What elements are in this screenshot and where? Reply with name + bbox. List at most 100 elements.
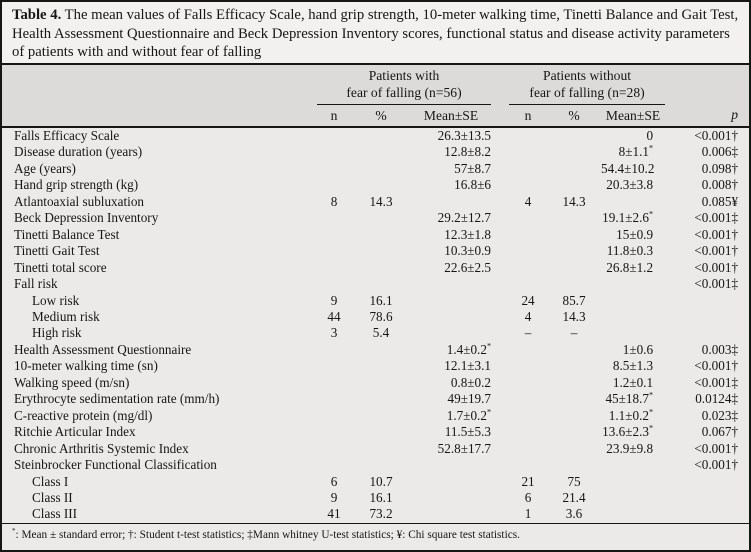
table-row: Tinetti total score 22.6±2.5 26.8±1.2 <0.00… [2, 260, 749, 276]
cell-p: 0.008† [701, 177, 739, 193]
cell-pct-with: 5.4 [372, 325, 390, 341]
cell-pct-with [351, 358, 411, 374]
cell-mean-with: 1.7±0.2* [446, 407, 492, 423]
cell-n-without: 21 [521, 473, 535, 489]
cell-mean-with: 0.8±0.2 [450, 374, 492, 390]
row-label: C-reactive protein (mg/dl) [14, 407, 153, 423]
table-row: Tinetti Balance Test 12.3±1.8 15±0.9 <0.001… [2, 227, 749, 243]
gap-cell [491, 342, 509, 358]
table-row: Ritchie Articular Index 11.5±5.3 13.6±2.3*… [2, 424, 749, 440]
table-body: Falls Efficacy Scale 26.3±13.5 0 <0.001† Dis… [2, 127, 749, 523]
row-label: 10-meter walking time (sn) [14, 358, 158, 374]
cell-pct-with [351, 161, 411, 177]
cell-n-without: 1 [524, 506, 532, 522]
cell-n-without [509, 276, 547, 292]
cell-mean-with: 1.4±0.2* [446, 341, 492, 357]
cell-mean-without: 45±18.7* [605, 391, 654, 407]
cell-pct-with: 78.6 [369, 308, 393, 324]
cell-mean-without [601, 309, 665, 325]
row-label: Atlantoaxial subluxation [14, 193, 145, 209]
cell-pct-without: 21.4 [562, 489, 586, 505]
table-row: Disease duration (years) 12.8±8.2 8±1.1* 0.… [2, 144, 749, 160]
cell-mean-with: 57±8.7 [454, 160, 492, 176]
cell-pct-without [547, 457, 601, 473]
cell-n-with [317, 424, 351, 440]
gap-cell [491, 260, 509, 276]
gap-cell [491, 309, 509, 325]
table-row: 10-meter walking time (sn) 12.1±3.1 8.5±1.… [2, 358, 749, 374]
cell-n-without: – [524, 325, 532, 341]
row-label: Class I [32, 473, 69, 489]
cell-mean-without [601, 506, 665, 522]
table-header: Patients with fear of falling (n=56) Pat… [2, 65, 749, 128]
cell-mean-without: 1.2±0.1 [612, 374, 654, 390]
group-header-row: Patients with fear of falling (n=56) Pat… [2, 65, 749, 105]
cell-n-without [509, 358, 547, 374]
cell-p: <0.001† [694, 358, 739, 374]
cell-n-with: 8 [330, 193, 338, 209]
table-row: Health Assessment Questionnaire 1.4±0.2* 1… [2, 342, 749, 358]
cell-n-with [317, 391, 351, 407]
cell-n-with [317, 260, 351, 276]
cell-p: <0.001† [694, 259, 739, 275]
cell-pct-without [547, 441, 601, 457]
cell-p [665, 325, 749, 341]
cell-mean-without: 8.5±1.3 [612, 358, 654, 374]
cell-pct-with: 14.3 [369, 193, 393, 209]
cell-pct-without [547, 342, 601, 358]
cell-p: 0.023‡ [701, 407, 739, 423]
gap-cell [491, 127, 509, 144]
cell-p: 0.098† [701, 160, 739, 176]
cell-p [665, 506, 749, 522]
gap-cell [491, 375, 509, 391]
row-label: Class III [32, 506, 78, 522]
group-with-line1: Patients with [368, 68, 440, 83]
cell-n-with: 9 [330, 489, 338, 505]
gap-cell [491, 358, 509, 374]
footnote-asterisk: * [12, 527, 16, 536]
cell-p: <0.001‡ [694, 276, 739, 292]
row-label: Steinbrocker Functional Classification [14, 457, 217, 473]
empty-header-cell [665, 65, 749, 105]
cell-pct-with [351, 391, 411, 407]
cell-p: 0.006‡ [701, 144, 739, 160]
cell-mean-with [411, 490, 491, 506]
gap-cell [491, 325, 509, 341]
cell-n-with [317, 342, 351, 358]
cell-mean-with: 11.5±5.3 [444, 424, 492, 440]
cell-pct-with [351, 424, 411, 440]
cell-n-with [317, 375, 351, 391]
table-row: Atlantoaxial subluxation 8 14.3 4 14.3 0.085¥ [2, 194, 749, 210]
cell-mean-with [411, 276, 491, 292]
empty-subheader-cell [2, 104, 317, 128]
cell-mean-without: 20.3±3.8 [606, 177, 654, 193]
cell-n-with: 6 [330, 473, 338, 489]
cell-pct-without [547, 375, 601, 391]
data-table: Patients with fear of falling (n=56) Pat… [2, 65, 749, 523]
cell-pct-with: 16.1 [369, 292, 393, 308]
gap-cell [491, 177, 509, 193]
cell-pct-without: 85.7 [562, 292, 586, 308]
table-row: Walking speed (m/sn) 0.8±0.2 1.2±0.1 <0.001… [2, 375, 749, 391]
cell-pct-with: 10.7 [369, 473, 393, 489]
cell-n-with [317, 210, 351, 226]
row-label: Tinetti total score [14, 259, 107, 275]
cell-n-without [509, 260, 547, 276]
cell-n-without [509, 375, 547, 391]
cell-mean-with [411, 474, 491, 490]
cell-mean-without [601, 325, 665, 341]
cell-mean-with: 22.6±2.5 [444, 259, 492, 275]
cell-pct-with [351, 375, 411, 391]
cell-mean-with [411, 325, 491, 341]
cell-p: 0.085¥ [701, 193, 739, 209]
cell-mean-without [601, 276, 665, 292]
cell-pct-without [547, 391, 601, 407]
gap-cell [491, 276, 509, 292]
cell-pct-without [547, 260, 601, 276]
cell-pct-with [351, 243, 411, 259]
gap-cell [491, 293, 509, 309]
cell-n-without [509, 441, 547, 457]
gap-cell [491, 506, 509, 522]
cell-mean-without: 1±0.6 [622, 341, 654, 357]
